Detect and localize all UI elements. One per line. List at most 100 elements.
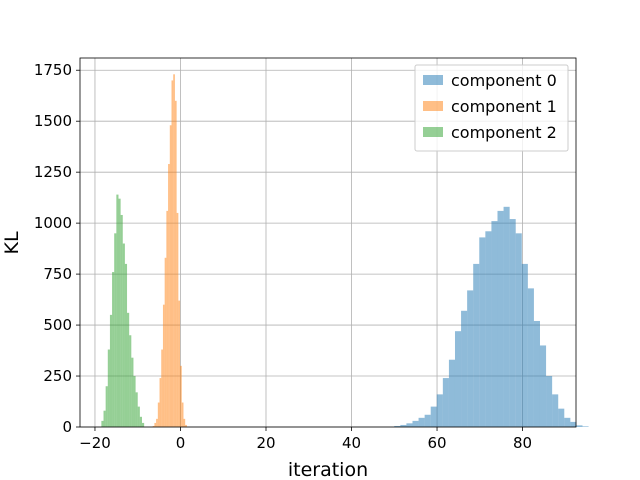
histogram-bar <box>152 425 155 427</box>
histogram-bar <box>142 422 145 427</box>
y-tick-label: 0 <box>62 418 72 436</box>
y-axis-label: KL <box>1 231 23 254</box>
legend: component 0 component 1 component 2 <box>414 64 569 152</box>
histogram-bar <box>103 410 106 427</box>
histogram-bar <box>521 263 528 427</box>
histogram-bar <box>124 263 128 427</box>
plot-frame <box>79 57 577 428</box>
histogram-bar <box>185 424 187 427</box>
histogram-bar <box>479 237 486 427</box>
series-0-bars <box>394 206 589 427</box>
histogram-bars <box>101 74 589 428</box>
histogram-bar <box>183 418 186 427</box>
histogram-bar <box>448 359 455 427</box>
x-tick-label: 20 <box>256 434 275 452</box>
histogram-bar <box>164 257 167 427</box>
histogram-bar <box>154 422 157 427</box>
histogram-bar <box>166 210 169 427</box>
histogram-bar <box>442 378 449 427</box>
histogram-bar <box>527 288 534 427</box>
histogram-bar <box>552 394 559 427</box>
histogram-bar <box>473 263 480 427</box>
legend-swatch <box>423 127 443 137</box>
histogram-bar <box>107 349 110 427</box>
histogram-bar <box>127 312 130 427</box>
histogram-bar <box>436 394 443 427</box>
y-tick-label: 250 <box>43 367 72 385</box>
legend-label: component 1 <box>451 97 557 116</box>
histogram-bar <box>412 420 419 427</box>
x-axis-label: iteration <box>288 459 368 480</box>
histogram-bar <box>533 320 540 427</box>
histogram-bar <box>157 402 160 427</box>
histogram-bar <box>430 406 437 427</box>
histogram-bar <box>515 233 522 427</box>
histogram-bar <box>116 194 119 427</box>
histogram-bar <box>576 425 583 427</box>
histogram-bar <box>461 310 468 427</box>
histogram-bar <box>137 406 140 427</box>
histogram-bar <box>424 414 431 427</box>
histogram-bar <box>503 206 510 427</box>
histogram-bar <box>180 365 182 427</box>
histogram-bar <box>406 423 413 427</box>
histogram-bar <box>564 417 571 427</box>
histogram-bar <box>454 331 462 427</box>
histogram-bar <box>161 349 163 427</box>
x-tick-label: −20 <box>79 434 111 452</box>
histogram-bar <box>112 272 115 427</box>
histogram-bar <box>418 417 425 427</box>
legend-swatch <box>423 101 443 111</box>
histogram-bar <box>129 335 132 427</box>
y-tick-label: 1000 <box>34 214 72 232</box>
histogram-bar <box>139 416 142 427</box>
y-tick-label: 1500 <box>34 112 72 130</box>
histogram-bar <box>176 212 179 427</box>
histogram-bar <box>497 210 504 427</box>
y-tick-label: 500 <box>43 316 72 334</box>
series-1-bars <box>152 74 187 428</box>
histogram-bar <box>400 424 407 427</box>
x-tick-label: 0 <box>176 434 186 452</box>
histogram-bar <box>114 233 117 427</box>
histogram-bar <box>467 290 474 427</box>
y-tick-label: 1250 <box>34 163 72 181</box>
histogram-bar <box>178 300 181 427</box>
x-tick-label: 60 <box>427 434 446 452</box>
histogram-bar <box>169 125 172 427</box>
histogram-bar <box>135 392 138 427</box>
histogram-bar <box>171 80 174 427</box>
histogram-bar <box>539 345 547 427</box>
histogram-bar <box>120 214 123 427</box>
histogram-bar <box>118 198 121 427</box>
histogram-bar <box>509 219 516 427</box>
histogram-bar <box>109 314 113 427</box>
histogram-bar <box>491 221 498 427</box>
legend-label: component 2 <box>451 123 557 142</box>
legend-box <box>414 64 569 152</box>
series-2-bars <box>101 194 145 427</box>
histogram-bar <box>133 376 136 427</box>
x-tick-label: 40 <box>342 434 361 452</box>
histogram-bar <box>485 231 492 427</box>
histogram-bar <box>105 386 108 427</box>
histogram-bar <box>168 164 170 427</box>
histogram-bar <box>162 304 165 427</box>
y-tick-label: 1750 <box>34 61 72 79</box>
histogram-bar <box>173 74 175 428</box>
histogram-bar <box>174 100 177 427</box>
y-tick-label: 750 <box>43 265 72 283</box>
histogram-bar <box>570 421 577 427</box>
histogram-bar <box>394 425 401 427</box>
histogram-bar <box>181 402 184 427</box>
histogram-bar <box>122 243 125 427</box>
histogram-bar <box>159 378 162 427</box>
histogram-bar <box>582 426 589 427</box>
axis-ticks: −20 0 20 40 60 80 0 250 500 750 1000 1250 1500 1750 <box>34 61 532 452</box>
histogram-bar <box>101 420 104 427</box>
histogram-bar <box>558 408 565 427</box>
histogram-bar <box>546 376 553 427</box>
histogram-bar <box>156 418 158 427</box>
legend-label: component 0 <box>451 71 557 90</box>
